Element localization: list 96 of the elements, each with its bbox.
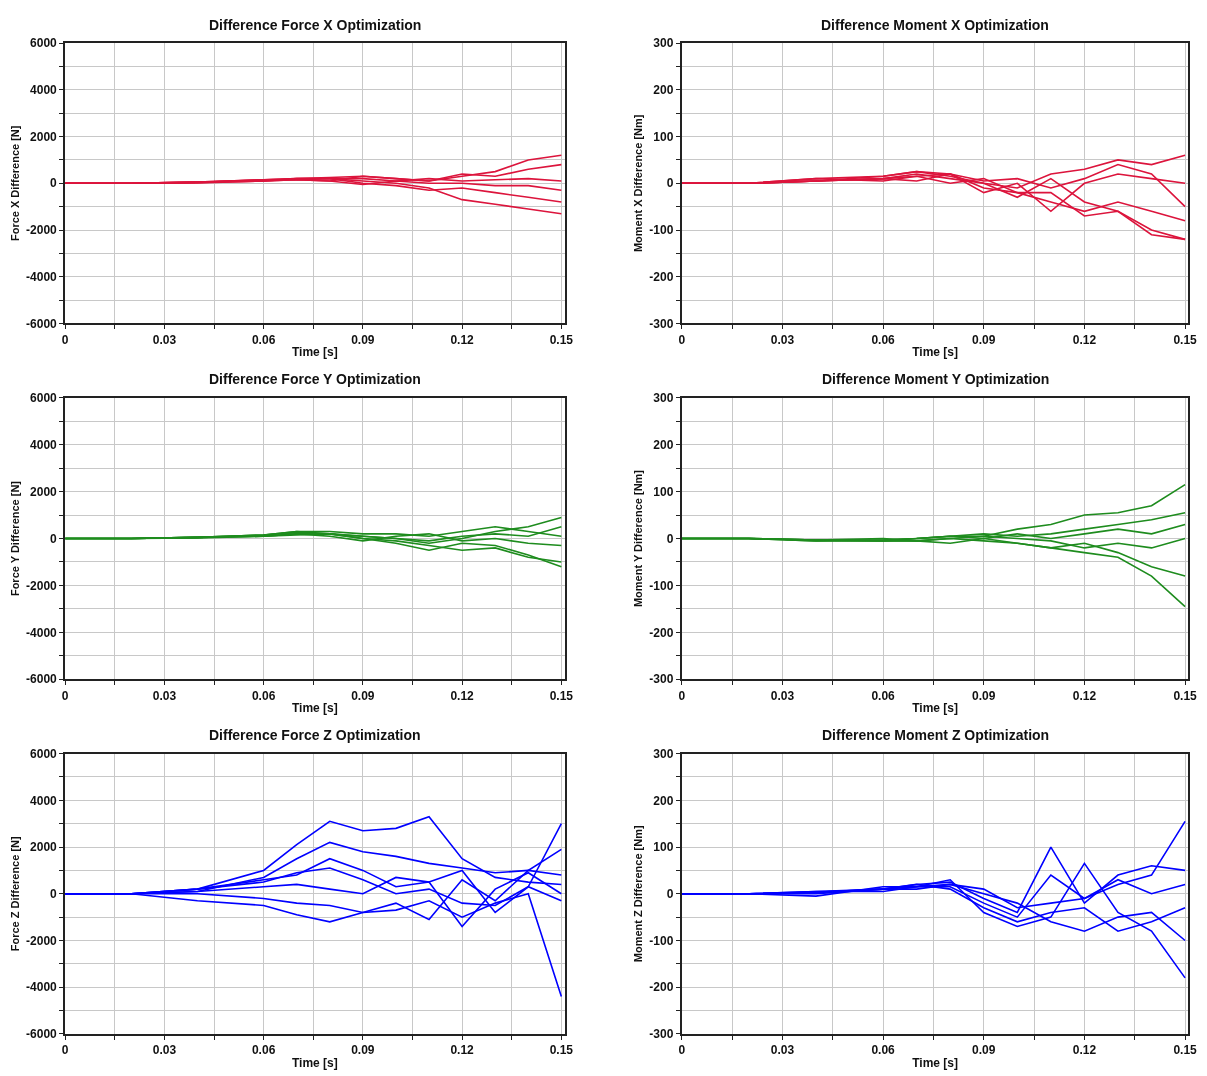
chart-title: Difference Moment X Optimization xyxy=(821,17,1049,33)
y-tick-label: 2000 xyxy=(30,484,58,499)
x-tick-label: 0.09 xyxy=(351,332,375,347)
x-tick-label: 0.03 xyxy=(152,332,177,347)
y-tick-label: 0 xyxy=(50,531,58,546)
x-tick-label: 0.15 xyxy=(549,688,574,703)
chart-title: Difference Moment Y Optimization xyxy=(822,371,1050,387)
x-tick-label: 0.09 xyxy=(351,1043,375,1058)
chart-title: Difference Moment Z Optimization xyxy=(822,727,1050,743)
y-axis-title: Moment X Difference [Nm] xyxy=(632,114,645,253)
y-tick-label: 100 xyxy=(653,484,674,499)
x-tick-label: 0 xyxy=(61,1043,69,1058)
x-tick-label: 0.06 xyxy=(871,1043,896,1058)
y-tick-label: 4000 xyxy=(30,793,58,808)
x-tick-label: 0.09 xyxy=(972,332,996,347)
y-tick-label: -300 xyxy=(649,672,674,687)
x-tick-label: 0.06 xyxy=(871,332,896,347)
y-tick-label: -100 xyxy=(649,223,674,238)
y-tick-label: 300 xyxy=(653,36,674,51)
y-tick-label: 0 xyxy=(666,176,674,191)
y-tick-label: 0 xyxy=(50,886,58,901)
y-tick-label: 6000 xyxy=(30,746,58,761)
y-tick-label: -4000 xyxy=(26,269,58,284)
y-tick-label: 4000 xyxy=(30,437,58,452)
x-tick-label: 0.12 xyxy=(450,332,475,347)
x-tick-label: 0.12 xyxy=(1072,1043,1097,1058)
y-tick-label: -2000 xyxy=(26,933,58,948)
chart-title: Difference Force Z Optimization xyxy=(209,727,421,743)
y-tick-label: 300 xyxy=(653,746,674,761)
y-tick-label: 0 xyxy=(666,886,674,901)
x-tick-label: 0 xyxy=(61,688,69,703)
y-tick-label: 6000 xyxy=(30,391,58,406)
x-tick-label: 0.09 xyxy=(351,688,375,703)
y-tick-label: -100 xyxy=(649,578,674,593)
y-tick-label: -200 xyxy=(649,269,674,284)
y-tick-label: -100 xyxy=(649,933,674,948)
x-tick-label: 0.03 xyxy=(770,332,795,347)
x-tick-label: 0.03 xyxy=(770,1043,795,1058)
x-axis-title: Time [s] xyxy=(912,1055,958,1070)
x-tick-label: 0.06 xyxy=(871,688,896,703)
y-tick-label: -2000 xyxy=(26,223,58,238)
y-tick-label: -6000 xyxy=(26,672,58,687)
x-tick-label: 0.15 xyxy=(549,332,574,347)
y-tick-label: 2000 xyxy=(30,129,58,144)
x-tick-label: 0.12 xyxy=(450,1043,475,1058)
x-axis-title: Time [s] xyxy=(292,345,338,360)
y-tick-label: 200 xyxy=(653,83,674,98)
y-axis-title: Force Z Difference [N] xyxy=(9,835,22,952)
x-tick-label: 0.06 xyxy=(251,332,276,347)
y-axis-title: Moment Y Difference [Nm] xyxy=(632,469,645,608)
y-tick-label: 100 xyxy=(653,840,674,855)
y-tick-label: 300 xyxy=(653,391,674,406)
y-tick-label: -6000 xyxy=(26,316,58,331)
x-axis-title: Time [s] xyxy=(292,1055,338,1070)
x-tick-label: 0.15 xyxy=(549,1043,574,1058)
y-tick-label: -200 xyxy=(649,625,674,640)
chart-title: Difference Force Y Optimization xyxy=(209,371,421,387)
x-tick-label: 0.12 xyxy=(450,688,475,703)
x-axis-title: Time [s] xyxy=(912,701,958,716)
x-tick-label: 0.03 xyxy=(770,688,795,703)
y-tick-label: 6000 xyxy=(30,36,58,51)
x-axis-title: Time [s] xyxy=(912,345,958,360)
x-tick-label: 0.06 xyxy=(251,1043,276,1058)
x-tick-label: 0.06 xyxy=(251,688,276,703)
chart-title: Difference Force X Optimization xyxy=(209,17,422,33)
y-tick-label: 0 xyxy=(50,176,58,191)
y-tick-label: -300 xyxy=(649,1027,674,1042)
y-tick-label: 200 xyxy=(653,437,674,452)
x-tick-label: 0.12 xyxy=(1072,688,1097,703)
y-tick-label: -6000 xyxy=(26,1027,58,1042)
y-tick-label: -200 xyxy=(649,980,674,995)
x-tick-label: 0.03 xyxy=(152,688,177,703)
x-tick-label: 0 xyxy=(678,332,686,347)
y-axis-title: Force Y Difference [N] xyxy=(9,480,22,597)
y-tick-label: 2000 xyxy=(30,840,58,855)
x-tick-label: 0.09 xyxy=(972,1043,996,1058)
y-tick-label: 100 xyxy=(653,129,674,144)
y-axis-title: Moment Z Difference [Nm] xyxy=(632,824,645,963)
y-tick-label: -4000 xyxy=(26,625,58,640)
x-tick-label: 0 xyxy=(61,332,69,347)
y-axis-title: Force X Difference [N] xyxy=(9,125,22,242)
y-tick-label: 4000 xyxy=(30,83,58,98)
y-tick-label: -300 xyxy=(649,316,674,331)
x-tick-label: 0.15 xyxy=(1173,1043,1198,1058)
x-axis-title: Time [s] xyxy=(292,701,338,716)
x-tick-label: 0.15 xyxy=(1173,688,1198,703)
y-tick-label: 0 xyxy=(666,531,674,546)
x-tick-label: 0 xyxy=(678,1043,686,1058)
x-tick-label: 0.15 xyxy=(1173,332,1198,347)
x-tick-label: 0.12 xyxy=(1072,332,1097,347)
y-tick-label: -4000 xyxy=(26,980,58,995)
y-tick-label: -2000 xyxy=(26,578,58,593)
y-tick-label: 200 xyxy=(653,793,674,808)
x-tick-label: 0.03 xyxy=(152,1043,177,1058)
x-tick-label: 0 xyxy=(678,688,686,703)
x-tick-label: 0.09 xyxy=(972,688,996,703)
